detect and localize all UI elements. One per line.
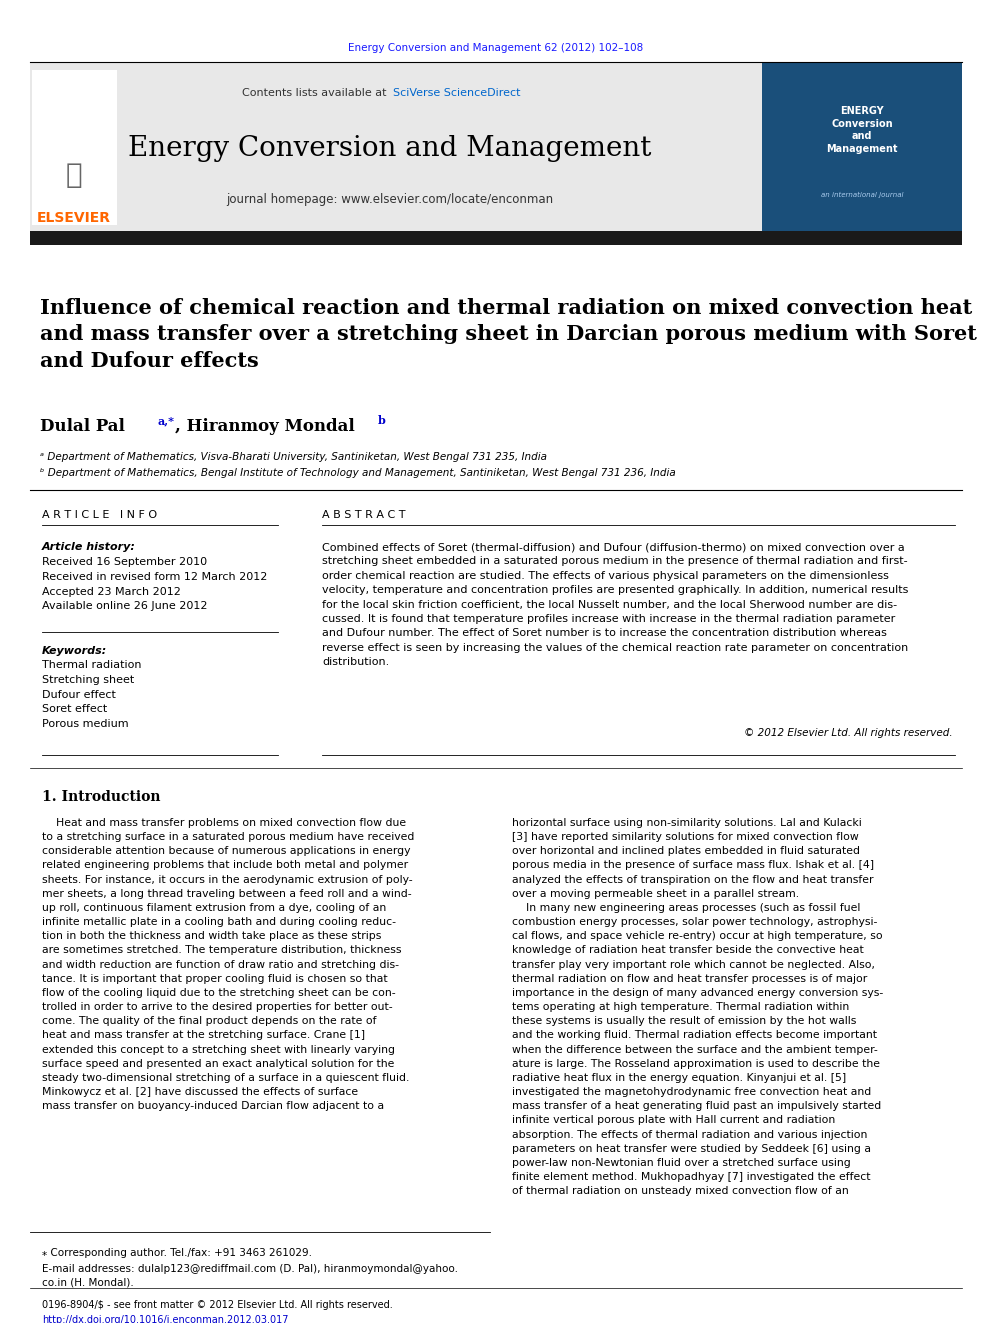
Text: Energy Conversion and Management 62 (2012) 102–108: Energy Conversion and Management 62 (201…: [348, 44, 644, 53]
Text: Energy Conversion and Management: Energy Conversion and Management: [128, 135, 652, 161]
Text: A R T I C L E   I N F O: A R T I C L E I N F O: [42, 509, 157, 520]
Text: A B S T R A C T: A B S T R A C T: [322, 509, 406, 520]
Text: Keywords:: Keywords:: [42, 646, 107, 656]
Text: Influence of chemical reaction and thermal radiation on mixed convection heat
an: Influence of chemical reaction and therm…: [40, 298, 977, 370]
Text: ᵇ Department of Mathematics, Bengal Institute of Technology and Management, Sant: ᵇ Department of Mathematics, Bengal Inst…: [40, 468, 676, 478]
Bar: [30, 232, 962, 245]
Text: an international journal: an international journal: [820, 192, 904, 198]
Text: Thermal radiation
Stretching sheet
Dufour effect
Soret effect
Porous medium: Thermal radiation Stretching sheet Dufou…: [42, 660, 142, 729]
Text: Received 16 September 2010
Received in revised form 12 March 2012
Accepted 23 Ma: Received 16 September 2010 Received in r…: [42, 557, 268, 611]
Text: © 2012 Elsevier Ltd. All rights reserved.: © 2012 Elsevier Ltd. All rights reserved…: [744, 728, 953, 738]
Text: Heat and mass transfer problems on mixed convection flow due
to a stretching sur: Heat and mass transfer problems on mixed…: [42, 818, 415, 1111]
Bar: [32, 70, 117, 225]
Text: Article history:: Article history:: [42, 542, 136, 552]
Text: Combined effects of Soret (thermal-diffusion) and Dufour (diffusion-thermo) on m: Combined effects of Soret (thermal-diffu…: [322, 542, 909, 667]
Text: Contents lists available at: Contents lists available at: [242, 89, 390, 98]
Text: 0196-8904/$ - see front matter © 2012 Elsevier Ltd. All rights reserved.: 0196-8904/$ - see front matter © 2012 El…: [42, 1301, 393, 1310]
Text: SciVerse ScienceDirect: SciVerse ScienceDirect: [393, 89, 521, 98]
Text: ENERGY
Conversion
and
Management: ENERGY Conversion and Management: [826, 106, 898, 153]
Text: 1. Introduction: 1. Introduction: [42, 790, 161, 804]
Bar: [30, 64, 762, 233]
Text: E-mail addresses: dulalp123@rediffmail.com (D. Pal), hiranmoymondal@yahoo.
co.in: E-mail addresses: dulalp123@rediffmail.c…: [42, 1263, 458, 1287]
Text: horizontal surface using non-similarity solutions. Lal and Kulacki
[3] have repo: horizontal surface using non-similarity …: [512, 818, 883, 1196]
Text: http://dx.doi.org/10.1016/j.enconman.2012.03.017: http://dx.doi.org/10.1016/j.enconman.201…: [42, 1315, 289, 1323]
Text: a,*: a,*: [158, 415, 175, 426]
Text: b: b: [378, 415, 386, 426]
Text: journal homepage: www.elsevier.com/locate/enconman: journal homepage: www.elsevier.com/locat…: [226, 193, 554, 206]
Text: , Hiranmoy Mondal: , Hiranmoy Mondal: [175, 418, 360, 435]
Text: ᵃ Department of Mathematics, Visva-Bharati University, Santiniketan, West Bengal: ᵃ Department of Mathematics, Visva-Bhara…: [40, 452, 547, 462]
Text: Dulal Pal: Dulal Pal: [40, 418, 131, 435]
Text: ELSEVIER: ELSEVIER: [37, 210, 111, 225]
Bar: [762, 64, 962, 233]
Text: ⁎ Corresponding author. Tel./fax: +91 3463 261029.: ⁎ Corresponding author. Tel./fax: +91 34…: [42, 1248, 312, 1258]
Text: 🌳: 🌳: [65, 161, 82, 189]
